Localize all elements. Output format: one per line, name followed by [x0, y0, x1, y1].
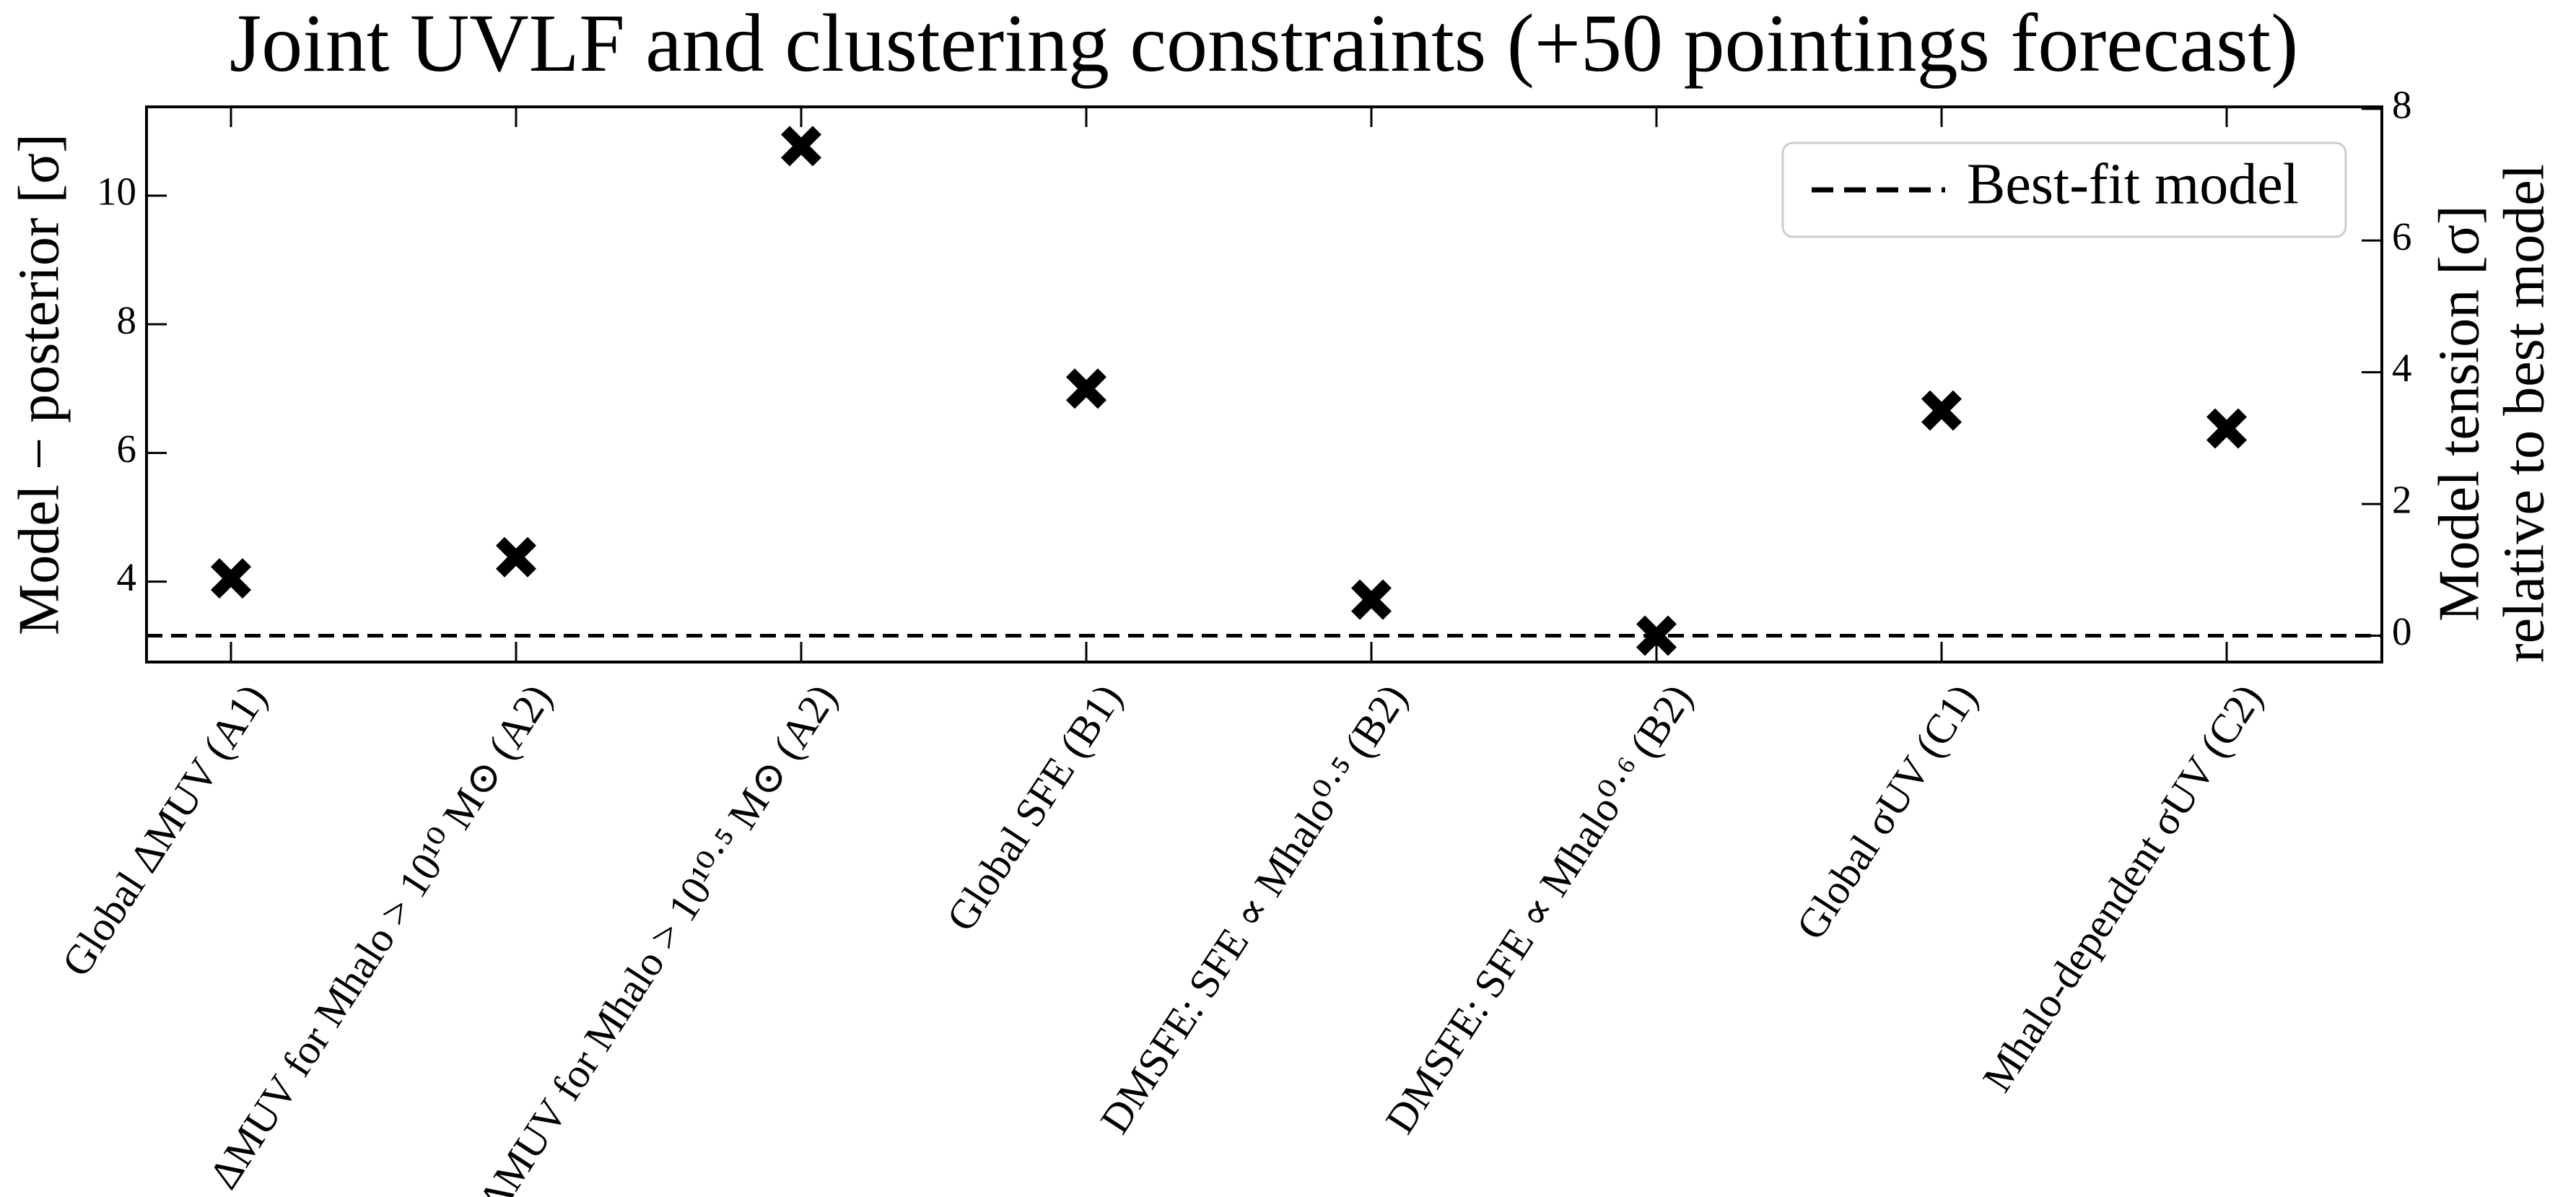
legend-label: Best-fit model — [1967, 152, 2299, 216]
y-axis-label: Model − posterior [σ] — [7, 134, 71, 635]
marker — [495, 536, 537, 578]
legend-box — [1781, 142, 2347, 238]
y2-axis-label: Model tension [σ] — [2427, 205, 2491, 621]
y2-tick-label: 2 — [2392, 478, 2412, 522]
marker — [1636, 615, 1677, 656]
marker — [780, 126, 822, 167]
y-tick-label: 4 — [117, 555, 137, 599]
y2-axis-label: relative to best model — [2492, 164, 2556, 663]
y2-tick-label: 8 — [2392, 82, 2412, 126]
x-tick-label: ΔMUV for Mhalo > 10¹⁰ M⊙ (A2) — [200, 676, 561, 1197]
y-tick-label: 10 — [97, 170, 136, 214]
marker — [1065, 368, 1107, 409]
marker — [2206, 408, 2248, 449]
marker — [210, 558, 252, 599]
x-tick-label: Global ΔMUV (A1) — [53, 676, 276, 985]
y2-tick-label: 4 — [2392, 346, 2412, 390]
y-tick-label: 6 — [117, 427, 137, 471]
y2-tick-label: 6 — [2392, 214, 2412, 258]
x-tick-label: Global SFE (B1) — [937, 676, 1131, 939]
x-tick-label: Mhalo-dependent σUV (C2) — [1973, 676, 2271, 1100]
marker — [1921, 390, 1962, 431]
chart-title: Joint UVLF and clustering constraints (+… — [230, 0, 2298, 89]
marker — [1350, 579, 1392, 620]
x-tick-label: DMSFE: SFE ∝ Mhalo⁰·⁵ (B2) — [1091, 676, 1416, 1141]
x-tick-label: Global σUV (C1) — [1787, 676, 1986, 948]
y-tick-label: 8 — [117, 298, 137, 342]
x-tick-label: DMSFE: SFE ∝ Mhalo⁰·⁶ (B2) — [1376, 676, 1701, 1141]
plot-frame — [145, 105, 2383, 663]
y2-tick-label: 0 — [2392, 609, 2412, 653]
